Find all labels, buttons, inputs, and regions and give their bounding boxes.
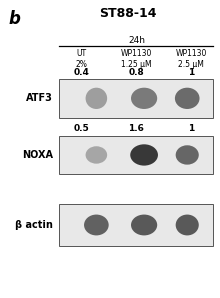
Ellipse shape xyxy=(176,145,199,164)
FancyBboxPatch shape xyxy=(59,79,213,118)
Ellipse shape xyxy=(131,88,157,109)
Ellipse shape xyxy=(176,215,199,235)
Ellipse shape xyxy=(86,146,107,164)
Text: b: b xyxy=(9,10,21,28)
Text: WP1130
2.5 μM: WP1130 2.5 μM xyxy=(176,49,207,69)
Text: 1: 1 xyxy=(188,124,194,133)
Text: 0.8: 0.8 xyxy=(128,68,144,77)
Text: UT
2%: UT 2% xyxy=(75,49,87,69)
Text: WP1130
1.25 μM: WP1130 1.25 μM xyxy=(121,49,152,69)
Ellipse shape xyxy=(86,88,107,109)
Text: ST88-14: ST88-14 xyxy=(99,7,156,21)
Text: β actin: β actin xyxy=(15,220,53,230)
Ellipse shape xyxy=(130,144,158,166)
Text: 1: 1 xyxy=(188,68,194,77)
Ellipse shape xyxy=(175,88,200,109)
FancyBboxPatch shape xyxy=(59,204,213,246)
Text: ATF3: ATF3 xyxy=(26,93,53,103)
Ellipse shape xyxy=(84,215,109,235)
Text: 0.4: 0.4 xyxy=(73,68,89,77)
Text: NOXA: NOXA xyxy=(22,150,53,160)
Text: 24h: 24h xyxy=(128,36,145,45)
Text: 1.6: 1.6 xyxy=(128,124,144,133)
FancyBboxPatch shape xyxy=(59,136,213,174)
Text: 0.5: 0.5 xyxy=(73,124,89,133)
Ellipse shape xyxy=(131,215,157,235)
